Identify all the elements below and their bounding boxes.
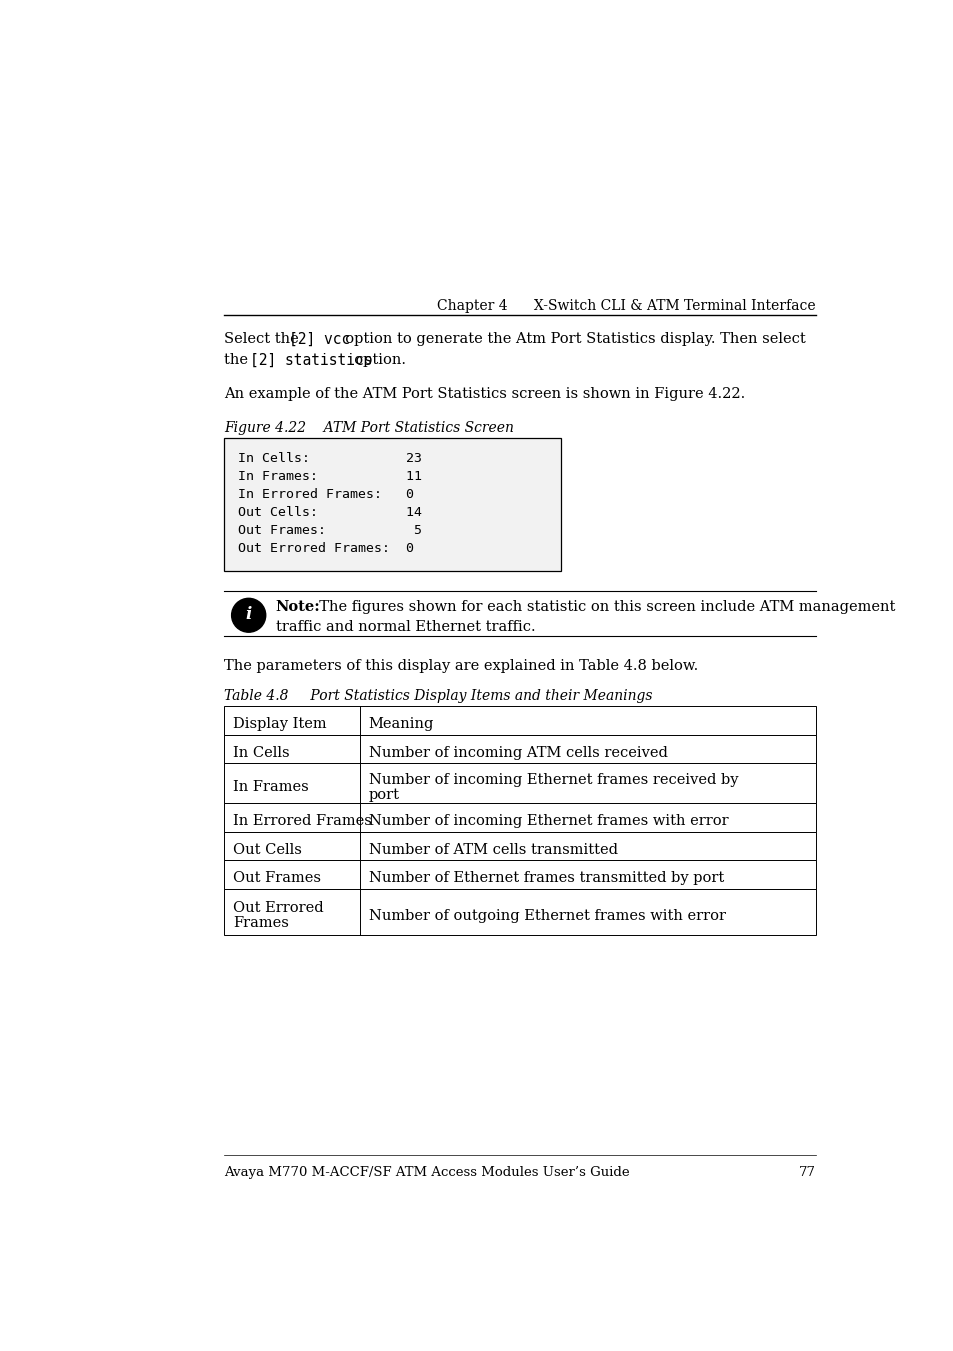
Bar — [224, 735, 815, 763]
Text: In Errored Frames: In Errored Frames — [233, 815, 372, 828]
Text: Chapter 4      X-Switch CLI & ATM Terminal Interface: Chapter 4 X-Switch CLI & ATM Terminal In… — [436, 299, 815, 313]
Text: [2] statistics: [2] statistics — [250, 353, 372, 367]
Text: Number of Ethernet frames transmitted by port: Number of Ethernet frames transmitted by… — [369, 871, 723, 885]
Text: Select the: Select the — [224, 332, 308, 346]
Bar — [224, 707, 815, 735]
Text: Out Frames: Out Frames — [233, 871, 321, 885]
Text: Out Errored Frames:  0: Out Errored Frames: 0 — [237, 543, 414, 555]
Text: In Frames:           11: In Frames: 11 — [237, 470, 421, 484]
Text: Frames: Frames — [233, 916, 289, 931]
Text: Number of incoming ATM cells received: Number of incoming ATM cells received — [369, 746, 667, 759]
Text: Out Frames:           5: Out Frames: 5 — [237, 524, 421, 538]
Bar — [224, 861, 815, 889]
Text: In Cells: In Cells — [233, 746, 290, 759]
Text: Number of ATM cells transmitted: Number of ATM cells transmitted — [369, 843, 618, 857]
Text: traffic and normal Ethernet traffic.: traffic and normal Ethernet traffic. — [275, 620, 535, 634]
Text: Out Cells: Out Cells — [233, 843, 302, 857]
Text: Number of incoming Ethernet frames received by: Number of incoming Ethernet frames recei… — [369, 773, 738, 786]
Text: Out Cells:           14: Out Cells: 14 — [237, 507, 421, 519]
Text: In Errored Frames:   0: In Errored Frames: 0 — [237, 488, 414, 501]
Text: port: port — [369, 788, 399, 801]
Text: option.: option. — [344, 353, 405, 366]
Text: option to generate the Atm Port Statistics display. Then select: option to generate the Atm Port Statisti… — [336, 332, 805, 346]
Text: Note:: Note: — [275, 600, 320, 613]
Text: Meaning: Meaning — [369, 717, 434, 731]
Text: Avaya M770 M-ACCF/SF ATM Access Modules User’s Guide: Avaya M770 M-ACCF/SF ATM Access Modules … — [224, 1166, 629, 1179]
Text: In Cells:            23: In Cells: 23 — [237, 453, 421, 465]
Circle shape — [232, 598, 266, 632]
Text: Number of incoming Ethernet frames with error: Number of incoming Ethernet frames with … — [369, 815, 728, 828]
Text: 77: 77 — [799, 1166, 815, 1179]
Bar — [224, 889, 815, 935]
Text: Out Errored: Out Errored — [233, 901, 323, 915]
Text: In Frames: In Frames — [233, 780, 309, 794]
Text: the: the — [224, 353, 257, 366]
Bar — [224, 438, 560, 570]
Text: [2] vcc: [2] vcc — [289, 332, 350, 347]
Bar — [224, 802, 815, 832]
Bar — [224, 763, 815, 802]
Text: Table 4.8     Port Statistics Display Items and their Meanings: Table 4.8 Port Statistics Display Items … — [224, 689, 652, 703]
Text: The parameters of this display are explained in Table 4.8 below.: The parameters of this display are expla… — [224, 659, 698, 673]
Text: Display Item: Display Item — [233, 717, 327, 731]
Text: Figure 4.22    ATM Port Statistics Screen: Figure 4.22 ATM Port Statistics Screen — [224, 422, 514, 435]
Text: The figures shown for each statistic on this screen include ATM management: The figures shown for each statistic on … — [310, 600, 895, 613]
Text: An example of the ATM Port Statistics screen is shown in Figure 4.22.: An example of the ATM Port Statistics sc… — [224, 386, 744, 401]
Text: i: i — [245, 607, 252, 623]
Text: Number of outgoing Ethernet frames with error: Number of outgoing Ethernet frames with … — [369, 909, 725, 923]
Bar — [224, 832, 815, 861]
